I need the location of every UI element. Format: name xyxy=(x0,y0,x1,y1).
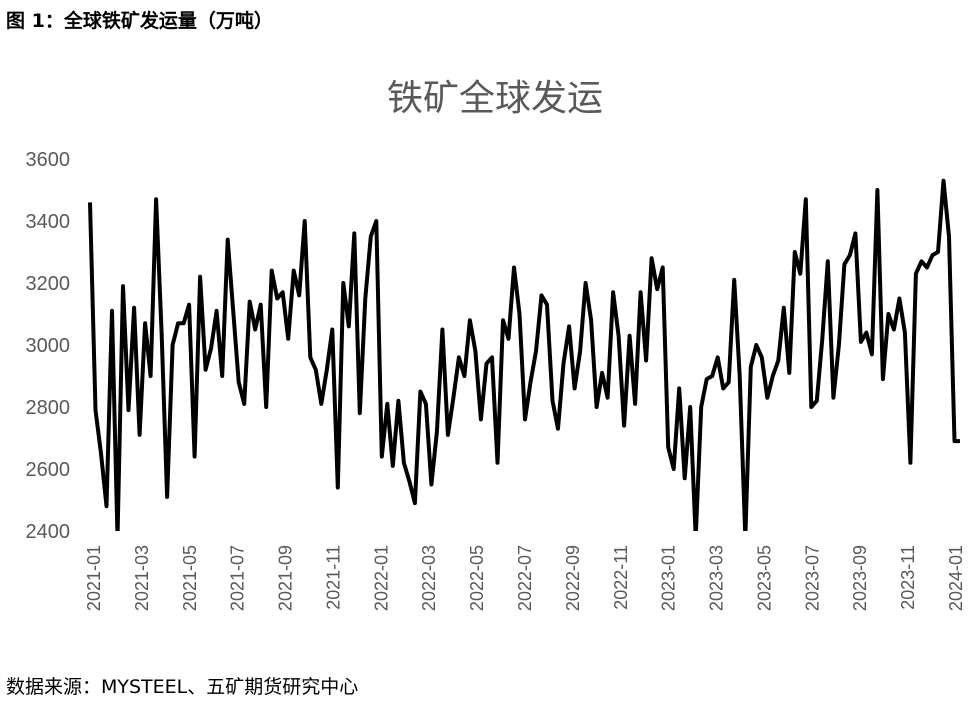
y-tick-label: 3200 xyxy=(26,273,71,295)
x-tick-label: 2023-07 xyxy=(802,545,822,611)
series-group xyxy=(88,178,960,531)
x-tick-label: 2021-05 xyxy=(180,545,200,611)
x-tick-label: 2022-09 xyxy=(563,545,583,611)
y-tick-label: 3000 xyxy=(26,335,71,357)
x-tick-label: 2023-11 xyxy=(898,545,918,610)
x-tick-label: 2022-03 xyxy=(419,545,439,611)
y-axis-ticks: 2400 2600 2800 3000 3200 3400 3600 xyxy=(26,149,71,543)
y-tick-label: 3600 xyxy=(26,149,71,171)
x-axis-ticks: 2021-01 2021-03 2021-05 2021-07 2021-09 2021-… xyxy=(84,545,966,611)
y-tick-label: 2400 xyxy=(26,521,71,543)
x-tick-label: 2023-01 xyxy=(659,545,679,611)
figure-caption: 图 1：全球铁矿发运量（万吨） xyxy=(6,10,273,32)
y-tick-label: 2800 xyxy=(26,397,71,419)
y-tick-label: 2600 xyxy=(26,459,71,481)
x-tick-label: 2023-09 xyxy=(850,545,870,611)
x-tick-label: 2024-01 xyxy=(946,545,966,611)
x-tick-label: 2021-07 xyxy=(228,545,248,611)
x-tick-label: 2021-03 xyxy=(132,545,152,611)
x-tick-label: 2022-05 xyxy=(467,545,487,611)
x-tick-label: 2022-07 xyxy=(515,545,535,611)
x-tick-label: 2021-01 xyxy=(84,545,104,611)
line-chart: 铁矿全球发运 2400 2600 2800 3000 3200 3400 3600 2021… xyxy=(26,78,967,611)
x-tick-label: 2023-03 xyxy=(707,545,727,611)
x-tick-label: 2021-09 xyxy=(276,545,296,611)
x-tick-label: 2023-05 xyxy=(754,545,774,611)
x-tick-label: 2021-11 xyxy=(323,545,343,610)
y-tick-label: 3400 xyxy=(26,211,71,233)
series-line xyxy=(88,178,960,531)
chart-title: 铁矿全球发运 xyxy=(387,78,603,119)
x-tick-label: 2022-11 xyxy=(611,545,631,610)
x-tick-label: 2022-01 xyxy=(371,545,391,611)
source-note: 数据来源：MYSTEEL、五矿期货研究中心 xyxy=(6,676,359,698)
